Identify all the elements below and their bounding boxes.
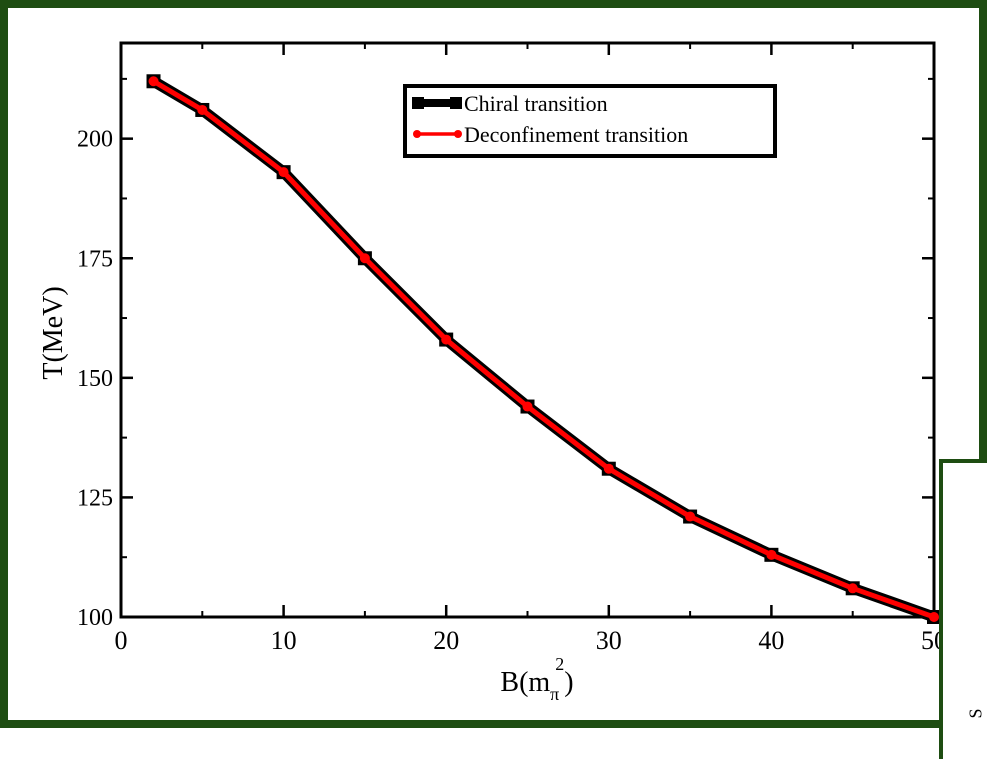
legend-deconfinement-label: Deconfinement transition (464, 122, 688, 147)
y-tick-label: 175 (77, 246, 113, 272)
y-tick-label: 150 (77, 366, 113, 392)
legend-box (403, 84, 777, 158)
x-tick-label: 0 (115, 626, 128, 655)
deconfinement-marker (685, 511, 696, 522)
y-tick-label: 200 (77, 127, 113, 153)
deconfinement-marker (278, 167, 289, 178)
legend-deconfinement-marker-right (454, 130, 462, 138)
deconfinement-marker (603, 463, 614, 474)
x-tick-label: 10 (271, 626, 297, 655)
y-tick-label: 100 (77, 605, 113, 631)
deconfinement-marker (359, 253, 370, 264)
legend-chiral-marker-left (412, 97, 424, 109)
inset-partial-label: S (965, 708, 986, 719)
x-tick-label: 40 (758, 626, 784, 655)
svg-text:T(MeV): T(MeV) (38, 286, 69, 379)
series-deconfinement-line (152, 79, 935, 620)
legend-chiral-label: Chiral transition (464, 91, 608, 116)
legend: Chiral transition Deconfinement transiti… (403, 84, 777, 158)
deconfinement-marker (522, 401, 533, 412)
legend-chiral-marker-right (450, 97, 462, 109)
x-axis-label: B(mπ2) (500, 654, 573, 704)
overlapping-inset-panel: S (939, 459, 987, 759)
deconfinement-marker (148, 76, 159, 87)
x-tick-label: 30 (596, 626, 622, 655)
y-axis-label: T(MeV) (38, 286, 69, 379)
legend-deconfinement-marker-left (413, 130, 421, 138)
deconfinement-marker (929, 612, 939, 622)
deconfinement-marker (441, 334, 452, 345)
deconfinement-marker (197, 104, 208, 115)
deconfinement-marker (766, 549, 777, 560)
y-tick-label: 125 (77, 485, 113, 511)
x-tick-label: 20 (433, 626, 459, 655)
deconfinement-marker (847, 583, 858, 594)
